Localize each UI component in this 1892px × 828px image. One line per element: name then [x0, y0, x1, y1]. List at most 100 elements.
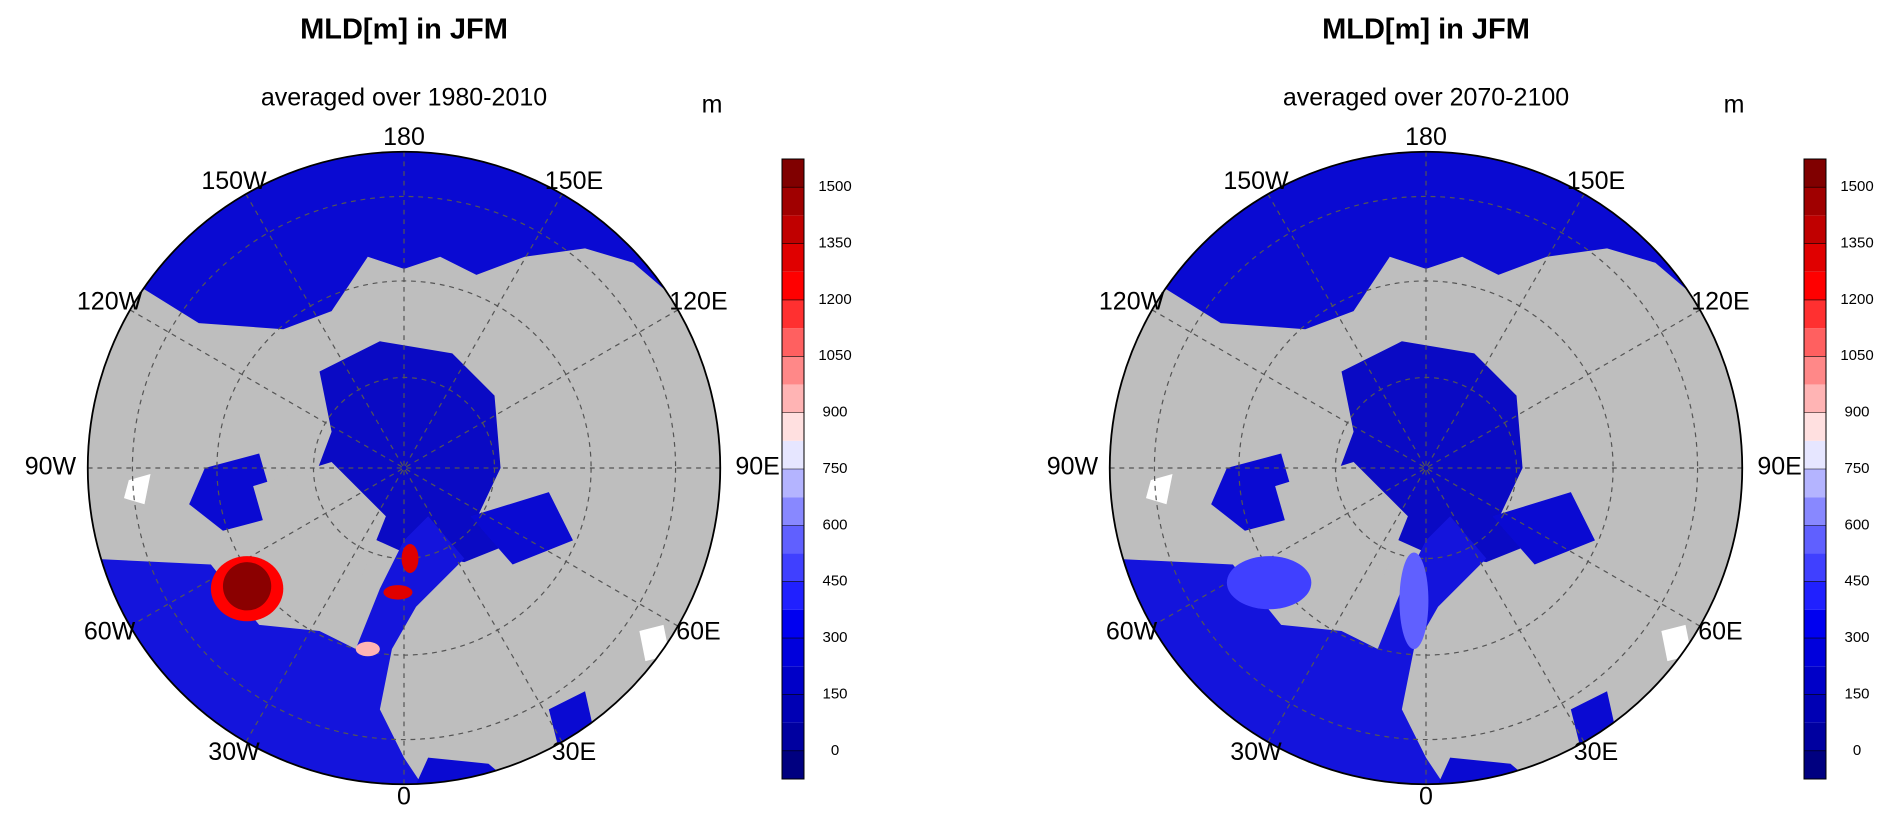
colorbar-box — [1804, 750, 1826, 779]
colorbar-label: 1050 — [818, 347, 851, 364]
colorbar-box — [782, 159, 804, 188]
colorbar-box — [782, 412, 804, 441]
colorbar-box — [1804, 299, 1826, 329]
longitude-label: 150E — [1567, 167, 1625, 195]
longitude-label: 150W — [1223, 167, 1289, 195]
longitude-label: 120E — [1691, 288, 1749, 316]
mixing — [1399, 552, 1429, 650]
longitude-label: 30E — [1574, 738, 1618, 766]
colorbar-box — [1804, 525, 1826, 554]
colorbar-box — [782, 609, 804, 639]
colorbar-box — [782, 187, 804, 216]
colorbar-label: 1350 — [1840, 235, 1873, 252]
colorbar-box — [782, 243, 804, 272]
colorbar-label: 1050 — [1840, 347, 1873, 364]
colorbar-box — [1804, 412, 1826, 441]
colorbar-label: 1500 — [818, 178, 851, 195]
colorbar-label: 150 — [822, 685, 847, 702]
longitude-label: 150W — [201, 167, 267, 195]
unit-label: m — [1724, 91, 1745, 119]
colorbar-box — [782, 271, 804, 300]
deep-mixing-core — [222, 562, 272, 611]
colorbar-box — [1804, 609, 1826, 639]
colorbar-box — [782, 440, 804, 469]
colorbar-box — [782, 469, 804, 498]
colorbar-box — [782, 638, 804, 667]
longitude-label: 30W — [1230, 738, 1282, 766]
longitude-label: 60E — [1698, 618, 1742, 646]
colorbar-label: 900 — [822, 404, 847, 421]
map-outline — [1108, 150, 1744, 786]
colorbar-box — [782, 553, 804, 582]
colorbar-box — [1804, 384, 1826, 413]
colorbar-box — [1804, 440, 1826, 469]
colorbar-label: 150 — [1844, 685, 1869, 702]
colorbar-label: 1200 — [818, 291, 851, 308]
colorbar-label: 900 — [1844, 404, 1869, 421]
longitude-label: 90W — [25, 453, 77, 481]
colorbar-box — [1804, 666, 1826, 695]
longitude-label: 0 — [1419, 782, 1433, 810]
colorbar-box — [1804, 694, 1826, 723]
colorbar-label: 450 — [822, 573, 847, 590]
colorbar-label: 300 — [822, 629, 847, 646]
unit-label: m — [702, 91, 723, 119]
colorbar-box — [1804, 497, 1826, 526]
colorbar-label: 1350 — [818, 235, 851, 252]
longitude-label: 0 — [397, 782, 411, 810]
colorbar-label: 750 — [1844, 460, 1869, 477]
colorbar-label: 450 — [1844, 573, 1869, 590]
colorbar-box — [782, 722, 804, 751]
colorbar-box — [782, 384, 804, 413]
colorbar-label: 750 — [822, 460, 847, 477]
colorbar-box — [1804, 187, 1826, 216]
colorbar-box — [1804, 243, 1826, 272]
deep-mixing — [355, 641, 380, 657]
longitude-label: 90W — [1047, 453, 1099, 481]
longitude-label: 120E — [669, 288, 727, 316]
colorbar-label: 300 — [1844, 629, 1869, 646]
colorbar-box — [1804, 638, 1826, 667]
longitude-label: 90E — [735, 453, 779, 481]
panel-title: MLD[m] in JFM — [1322, 14, 1530, 46]
longitude-label: 180 — [1405, 123, 1447, 151]
colorbar-label: 600 — [822, 516, 847, 533]
deep-mixing — [383, 585, 413, 600]
colorbar-box — [1804, 215, 1826, 244]
deep-mixing — [401, 544, 419, 574]
map — [1100, 142, 1744, 794]
colorbar-box — [1804, 271, 1826, 300]
longitude-label: 60W — [1106, 618, 1158, 646]
colorbar-box — [782, 328, 804, 357]
colorbar-box — [1804, 328, 1826, 357]
colorbar-label: 0 — [1853, 742, 1861, 759]
colorbar-box — [782, 215, 804, 244]
colorbar-box — [1804, 722, 1826, 751]
map-outline — [86, 150, 722, 786]
colorbar-label: 0 — [831, 742, 839, 759]
mixing — [1226, 556, 1312, 610]
colorbar-box — [1804, 159, 1826, 188]
colorbar-box — [1804, 356, 1826, 385]
colorbar-box — [1804, 469, 1826, 498]
longitude-label: 30E — [552, 738, 596, 766]
colorbar-label: 1200 — [1840, 291, 1873, 308]
colorbar-box — [782, 356, 804, 385]
map — [78, 142, 722, 794]
colorbar-label: 600 — [1844, 516, 1869, 533]
colorbar-label: 1500 — [1840, 178, 1873, 195]
colorbar-box — [782, 750, 804, 779]
longitude-label: 120W — [77, 288, 143, 316]
panel-subtitle: averaged over 1980-2010 — [261, 84, 547, 112]
panel-title: MLD[m] in JFM — [300, 14, 508, 46]
colorbar-box — [782, 694, 804, 723]
longitude-label: 150E — [545, 167, 603, 195]
colorbar-box — [782, 299, 804, 329]
colorbar-box — [782, 497, 804, 526]
colorbar-box — [782, 666, 804, 695]
colorbar-box — [1804, 553, 1826, 582]
longitude-label: 30W — [208, 738, 260, 766]
panel-subtitle: averaged over 2070-2100 — [1283, 84, 1569, 112]
longitude-label: 60W — [84, 618, 136, 646]
